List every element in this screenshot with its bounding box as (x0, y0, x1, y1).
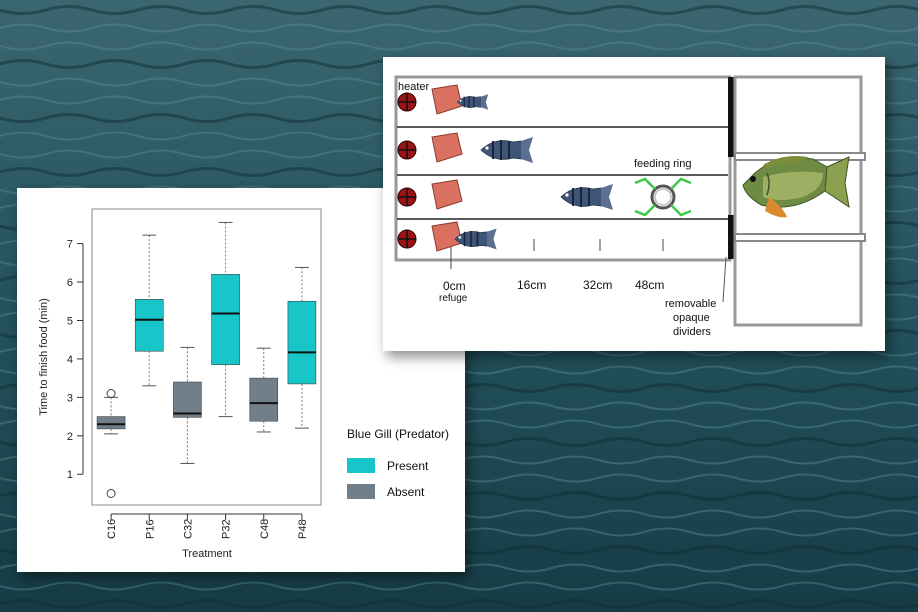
box-P32 (211, 221, 240, 418)
outlier-point (106, 488, 116, 498)
box-iqr (134, 299, 164, 352)
x-axis: C16 P16 C32 P32 C48 P48 (106, 513, 309, 539)
wave-line (0, 41, 918, 51)
dividers-label-line1: removable (665, 298, 716, 310)
x-axis-label: Treatment (182, 548, 232, 560)
box-C16 (96, 389, 126, 498)
x-tick-label: P16 (144, 519, 156, 539)
distance-label-16: 16cm (517, 278, 546, 292)
opaque-divider (728, 215, 734, 259)
tank-diagram-panel: heater feeding ring 0cm refuge 16cm 32cm… (383, 57, 885, 351)
box-iqr (287, 300, 317, 385)
refuge-shelter (431, 132, 463, 163)
legend-label-absent: Absent (387, 485, 425, 499)
legend: Blue Gill (Predator) Present Absent (347, 427, 449, 499)
refuge-shelter (431, 179, 463, 210)
refuge-label: refuge (439, 293, 468, 304)
box-P48 (287, 266, 317, 429)
cichlid-fish-icon (560, 184, 613, 210)
box-iqr (249, 377, 279, 422)
bluegill-fish-icon (742, 156, 850, 218)
dividers-label-line3: dividers (673, 326, 711, 338)
heater-icon (397, 140, 417, 160)
wave-line (0, 581, 918, 591)
tank-diagram: heater feeding ring 0cm refuge 16cm 32cm… (394, 75, 866, 338)
cichlid-fish-icon (456, 94, 489, 110)
y-tick-label: 7 (67, 239, 73, 251)
plot-frame (91, 208, 322, 506)
y-tick-label: 3 (67, 392, 73, 404)
heater-icon (397, 92, 417, 112)
box-C32 (173, 346, 202, 464)
x-tick-label: P32 (221, 519, 233, 539)
box-P16 (134, 234, 164, 387)
box-iqr (173, 381, 202, 418)
legend-title: Blue Gill (Predator) (347, 427, 449, 441)
y-tick-label: 6 (67, 277, 73, 289)
legend-swatch-absent (347, 484, 375, 499)
cichlid-fish-icon (480, 137, 533, 163)
legend-label-present: Present (387, 459, 429, 473)
dividers-label-line2: opaque (673, 312, 710, 324)
dividers-pointer (722, 256, 727, 303)
outlier-point (106, 389, 116, 399)
boxes (96, 221, 317, 498)
y-axis: 1 2 3 4 5 6 7 (67, 239, 84, 481)
feeding-ring-label: feeding ring (634, 158, 692, 170)
distance-label-0: 0cm (443, 279, 466, 293)
distance-label-48: 48cm (635, 278, 664, 292)
x-tick-label: C48 (259, 519, 271, 539)
x-tick-label: P48 (297, 519, 309, 539)
box-iqr (96, 416, 126, 430)
heater-icon (397, 229, 417, 249)
distance-label-32: 32cm (583, 278, 612, 292)
wave-line (0, 599, 918, 609)
wave-line (0, 23, 918, 33)
x-tick-label: C16 (106, 519, 118, 539)
predator-enclosure-bottom (734, 233, 866, 242)
boxplot-chart: 1 2 3 4 5 6 7 C16 P16 C32 P32 C48 P48 Time to finis… (38, 208, 449, 560)
refuge-shelter (431, 84, 463, 115)
box-iqr (211, 274, 240, 365)
cichlid-fish-icon (454, 228, 497, 250)
y-tick-label: 2 (67, 431, 73, 443)
y-tick-label: 5 (67, 315, 73, 327)
y-tick-label: 1 (67, 469, 73, 481)
opaque-divider (728, 77, 734, 157)
legend-swatch-present (347, 458, 375, 473)
y-tick-label: 4 (67, 354, 73, 366)
box-C48 (249, 347, 279, 433)
feeding-ring (634, 177, 692, 217)
x-tick-label: C32 (182, 519, 194, 539)
heater-icon (397, 187, 417, 207)
y-axis-label: Time to finish food (min) (38, 298, 50, 416)
heater-label: heater (398, 81, 430, 93)
wave-line (0, 5, 918, 15)
